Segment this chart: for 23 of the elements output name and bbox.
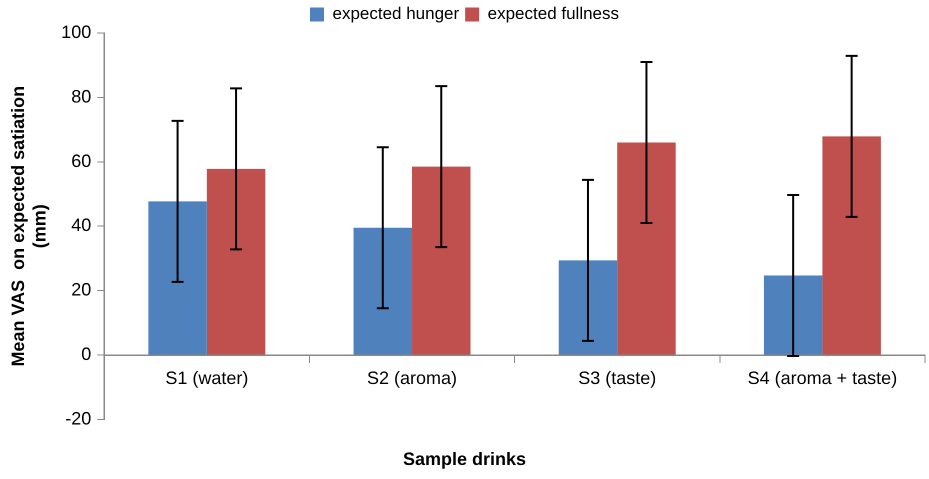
bar [822, 136, 881, 354]
y-tick-label: 60 [71, 150, 92, 171]
x-tick-label: S1 (water) [165, 368, 248, 388]
bar [412, 166, 470, 354]
y-tick-label: 100 [61, 22, 92, 42]
bar [558, 260, 618, 354]
y-tick-label: 20 [71, 280, 92, 300]
legend-label: expected hunger [332, 4, 460, 24]
bar [206, 168, 266, 354]
bar [354, 228, 412, 354]
y-tick-label: -20 [65, 408, 92, 428]
y-tick-label: 80 [71, 86, 92, 106]
bar [148, 201, 207, 354]
x-tick-label: S3 (taste) [578, 368, 656, 388]
x-tick-label: S2 (aroma) [367, 368, 458, 388]
bar [764, 275, 822, 354]
y-axis-title: Mean VAS on expected satiation (mm) [8, 86, 50, 367]
x-axis-title: Sample drinks [402, 449, 526, 470]
legend-label: expected fullness [488, 4, 620, 24]
y-tick-label: 0 [81, 344, 92, 364]
bar [617, 142, 676, 354]
y-tick-label: 40 [71, 215, 92, 236]
x-tick-label: S4 (aroma + taste) [748, 368, 898, 388]
